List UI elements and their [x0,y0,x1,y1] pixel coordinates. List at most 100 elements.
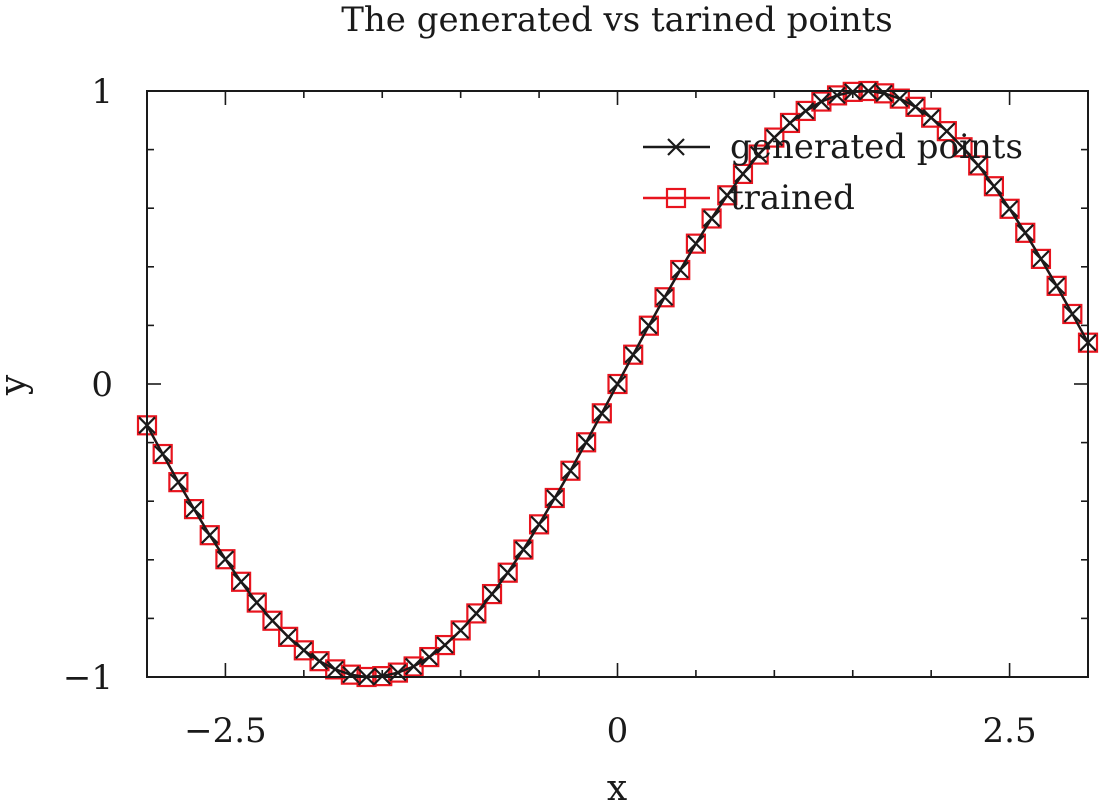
data-point [717,185,738,206]
data-point [701,208,722,229]
data-point [968,155,989,176]
data-point [1030,248,1052,269]
data-point [577,433,595,452]
y-tick-label: −1 [63,658,113,698]
y-tick-label: 0 [91,365,113,405]
data-point [607,373,628,395]
data-point [183,499,205,520]
data-point [561,461,580,480]
data-point [200,526,219,544]
data-point [295,641,313,660]
legend-marker [667,138,685,156]
data-point [153,445,172,463]
data-point [497,562,518,583]
chart-title: The generated vs tarined points [341,0,893,40]
data-point [969,156,987,175]
data-point [530,515,548,534]
x-tick-label: 2.5 [983,711,1037,751]
data-point [671,261,690,279]
data-point [764,127,785,148]
data-point [246,592,267,613]
data-point [436,636,454,654]
data-point [1062,303,1083,325]
legend-label: trained [730,178,855,218]
data-point [216,550,235,568]
data-point [670,259,691,281]
data-point [1046,275,1067,296]
data-point [450,620,471,641]
data-point [624,345,642,364]
data-point [279,628,297,646]
data-point [891,89,909,108]
data-point [451,621,470,640]
data-point [560,460,581,481]
data-point [983,176,1005,197]
data-point [1000,200,1019,218]
data-point [169,473,188,491]
data-point [640,316,658,335]
data-point [544,487,565,509]
data-point [906,98,925,116]
data-point [638,315,659,336]
data-point [263,611,282,630]
data-point [1015,222,1036,243]
data-point [481,583,503,605]
data-point [467,604,486,623]
data-point [310,652,329,670]
legend-item: generated points [643,127,1023,167]
data-point [185,500,203,518]
data-point [999,198,1020,219]
legend-item: trained [643,178,855,218]
data-point [781,114,799,132]
data-point [921,107,942,128]
data-point [654,287,675,308]
plot-series [136,80,1099,688]
data-point [936,121,957,142]
y-tick-label: 1 [91,72,113,112]
data-point [168,472,189,493]
data-point [655,288,674,307]
data-point [732,163,754,185]
data-point [152,443,173,465]
data-point [483,585,501,603]
data-point [952,137,973,158]
data-point [466,603,487,624]
data-point [687,234,705,253]
data-point [702,209,721,228]
data-point [278,626,299,647]
data-point [545,489,564,507]
data-point [528,514,550,535]
y-axis-label: y [0,374,34,396]
data-point [734,165,752,183]
data-point [796,102,815,120]
data-point [419,646,440,668]
data-point [232,572,250,591]
x-tick-label: −2.5 [184,711,267,751]
data-point [1032,250,1050,268]
data-point [623,344,644,365]
data-point [513,539,534,560]
data-point [608,375,627,393]
data-point [248,593,266,612]
data-point [748,144,769,165]
data-point [985,177,1003,196]
data-point [514,540,533,559]
data-point [922,108,940,127]
data-point [420,648,439,666]
data-point [199,525,220,546]
data-point [1047,277,1066,295]
data-point [591,403,612,424]
data-point [1016,224,1035,242]
legend-marker [665,187,687,209]
data-point [593,404,611,423]
data-point [718,186,737,205]
data-point [498,563,517,582]
data-point [875,84,893,103]
data-point [262,610,283,631]
plot-frame [146,90,1089,678]
data-point [434,634,456,656]
legend-label: generated points [730,127,1023,167]
data-point [231,571,252,592]
data-point [938,122,956,140]
data-point [749,145,768,164]
